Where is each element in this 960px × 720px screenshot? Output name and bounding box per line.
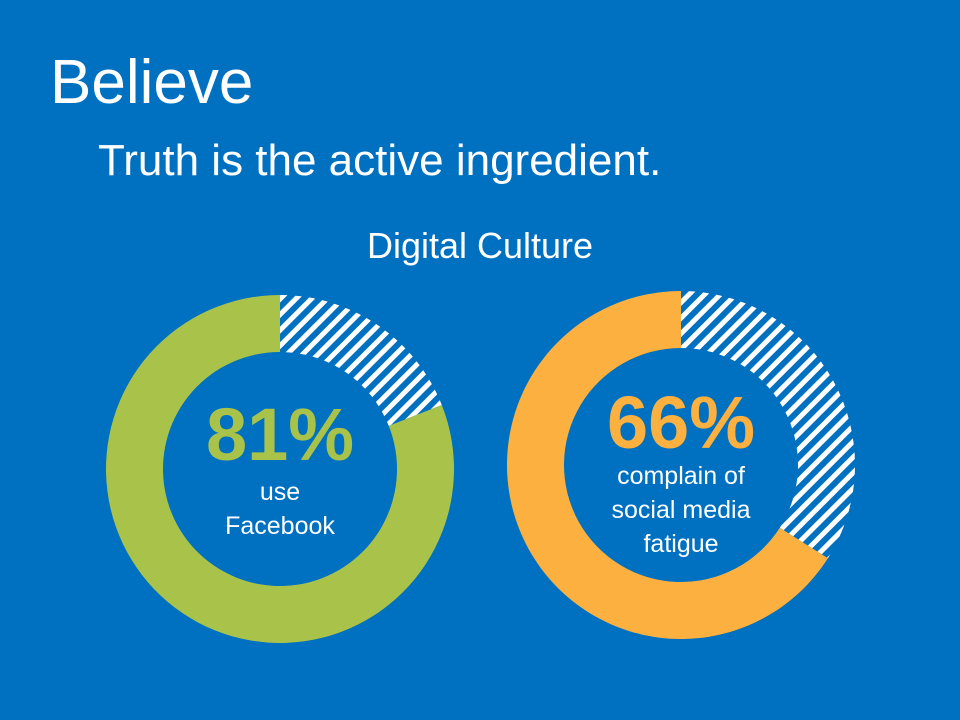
donut-value-segment (105, 295, 454, 643)
donut-description-line: complain of (617, 462, 745, 490)
slide-title: Believe (50, 48, 254, 117)
donut-remainder-segment (681, 291, 855, 559)
donut-description-line: Facebook (225, 512, 335, 540)
slide-subtitle: Truth is the active ingredient. (98, 136, 662, 185)
donut-description-line: use (260, 478, 300, 506)
donut-value-label: 81% (206, 393, 354, 476)
donut-chart-2: 66%complain of social media fatigue (507, 291, 855, 639)
donut-value-label: 66% (607, 381, 755, 464)
donut-chart-1: 81%use Facebook (105, 295, 454, 643)
donut-remainder-segment (280, 295, 442, 426)
donut-description-line: fatigue (643, 530, 718, 558)
donut-description-line: social media (612, 496, 751, 524)
donut-value-segment (507, 291, 828, 639)
chart-title: Digital Culture (366, 225, 594, 266)
